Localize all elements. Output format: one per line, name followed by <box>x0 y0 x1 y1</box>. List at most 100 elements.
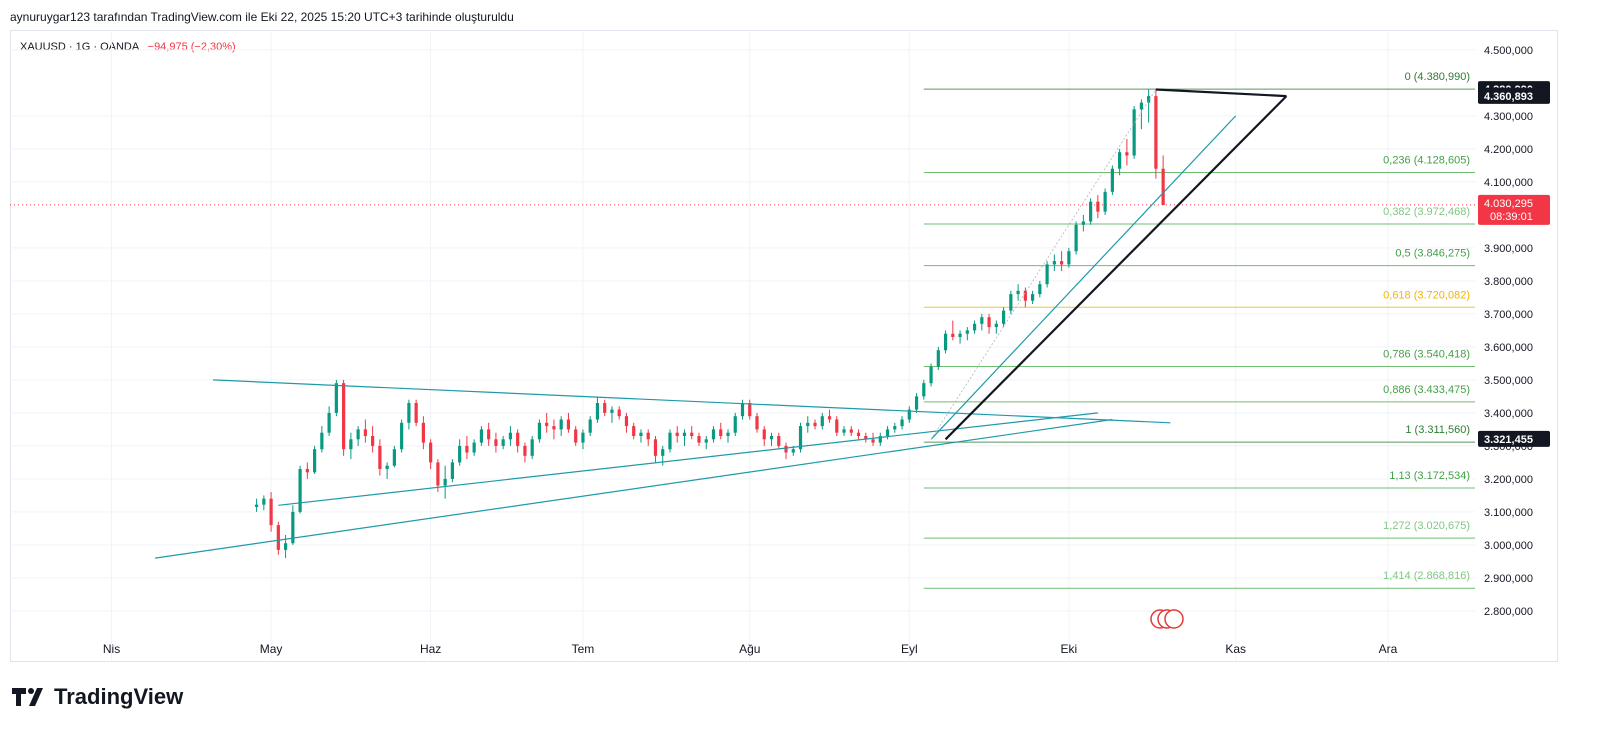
candle-body <box>791 449 795 453</box>
candle-body <box>588 419 592 433</box>
tradingview-logo-icon <box>12 688 43 706</box>
fib-level-label: 1,272 (3.020,675) <box>1383 520 1470 532</box>
candle-body <box>798 426 803 450</box>
candle-body <box>443 478 447 486</box>
price-axis-badge-label: 4.360,893 <box>1484 91 1533 103</box>
trendline-channel-inner <box>930 115 1237 440</box>
candle-body <box>371 436 375 446</box>
candle-body <box>1081 221 1085 225</box>
candle-body <box>283 543 288 550</box>
candle-body <box>378 445 382 469</box>
tradingview-logo-text: TradingView <box>54 684 184 709</box>
fib-level-label: 0,886 (3.433,475) <box>1383 384 1470 396</box>
candle-body <box>726 432 730 436</box>
candle-body <box>907 409 911 420</box>
candle-body <box>327 412 331 433</box>
candle-body <box>552 426 556 430</box>
candle-body <box>697 436 701 443</box>
x-tick-label: Nis <box>103 642 120 656</box>
candle-body <box>653 439 658 456</box>
candle-body <box>458 445 462 463</box>
fib-level-label: 1,13 (3.172,534) <box>1389 470 1470 482</box>
x-tick-label: Ağu <box>739 642 760 656</box>
y-tick-label: 3.700,000 <box>1484 309 1533 321</box>
x-tick-label: Eki <box>1061 642 1078 656</box>
fib-level-label: 1 (3.311,560) <box>1405 424 1470 436</box>
candle-body <box>813 422 817 427</box>
candle-body <box>871 439 875 443</box>
candle-body <box>951 333 955 337</box>
candle-body <box>305 469 309 473</box>
candle-body <box>762 429 766 440</box>
candle-body <box>530 439 534 456</box>
candle-body <box>929 366 933 384</box>
candle-body <box>972 323 977 331</box>
candle-body <box>320 432 324 450</box>
x-tick-label: Ara <box>1379 642 1398 656</box>
candle-body <box>1132 109 1136 156</box>
candle-body <box>777 436 781 446</box>
candle-body <box>965 330 969 334</box>
candle-body <box>1089 201 1093 222</box>
tradingview-logo[interactable]: TradingView <box>12 684 183 710</box>
candle-body <box>269 498 273 526</box>
candle-body <box>936 350 940 367</box>
candle-body <box>429 442 433 463</box>
price-axis-badge <box>1478 87 1550 104</box>
candle-body <box>856 432 861 436</box>
candle-body <box>356 429 360 440</box>
candle-body <box>545 422 549 427</box>
candle-body <box>385 465 389 469</box>
candle-body <box>581 432 585 443</box>
candle-body <box>922 383 926 397</box>
chart-credit: aynuruygar123 tarafından TradingView.com… <box>10 10 514 24</box>
candle-body <box>914 396 919 410</box>
candle-body <box>516 432 520 446</box>
candle-body <box>1103 191 1107 212</box>
fib-level-label: 0,786 (3.540,418) <box>1383 349 1470 361</box>
candle-body <box>610 409 614 413</box>
candle-body <box>646 432 650 440</box>
candle-body <box>494 439 498 446</box>
candle-body <box>487 429 491 440</box>
candle-body <box>479 429 484 443</box>
candle-body <box>987 317 991 328</box>
candle-body <box>1001 310 1006 324</box>
candle-body <box>878 436 882 443</box>
candle-body <box>668 432 672 450</box>
candle-body <box>690 432 694 436</box>
candle-body <box>342 383 346 450</box>
fib-level-label: 0 (4.380,990) <box>1405 71 1470 83</box>
candle-body <box>1074 224 1078 252</box>
fib-level-label: 0,5 (3.846,275) <box>1395 248 1470 260</box>
candle-body <box>639 432 643 436</box>
candle-body <box>421 422 425 443</box>
candle-body <box>291 511 295 544</box>
candle-body <box>400 422 404 450</box>
candle-body <box>537 422 542 440</box>
candle-body <box>842 429 846 433</box>
candle-body <box>704 439 708 443</box>
candle-body <box>595 403 600 420</box>
y-tick-label: 3.200,000 <box>1484 474 1533 486</box>
fib-level-label: 0,236 (4.128,605) <box>1383 154 1470 166</box>
candle-body <box>472 442 476 453</box>
candle-body <box>465 445 469 453</box>
candle-body <box>1161 168 1165 205</box>
candle-body <box>392 449 396 466</box>
candle-body <box>748 403 752 417</box>
x-tick-label: Haz <box>420 642 441 656</box>
y-tick-label: 4.500,000 <box>1484 45 1533 57</box>
y-tick-label: 3.100,000 <box>1484 507 1533 519</box>
y-tick-label: 4.300,000 <box>1484 111 1533 123</box>
candle-body <box>1023 290 1027 301</box>
candle-body <box>1154 96 1158 169</box>
y-tick-label: 3.000,000 <box>1484 540 1533 552</box>
candle-body <box>958 333 962 337</box>
candle-body <box>349 439 353 450</box>
candle-body <box>1118 152 1122 169</box>
candle-body <box>254 504 259 507</box>
candle-body <box>675 432 679 436</box>
x-tick-label: Tem <box>572 642 595 656</box>
